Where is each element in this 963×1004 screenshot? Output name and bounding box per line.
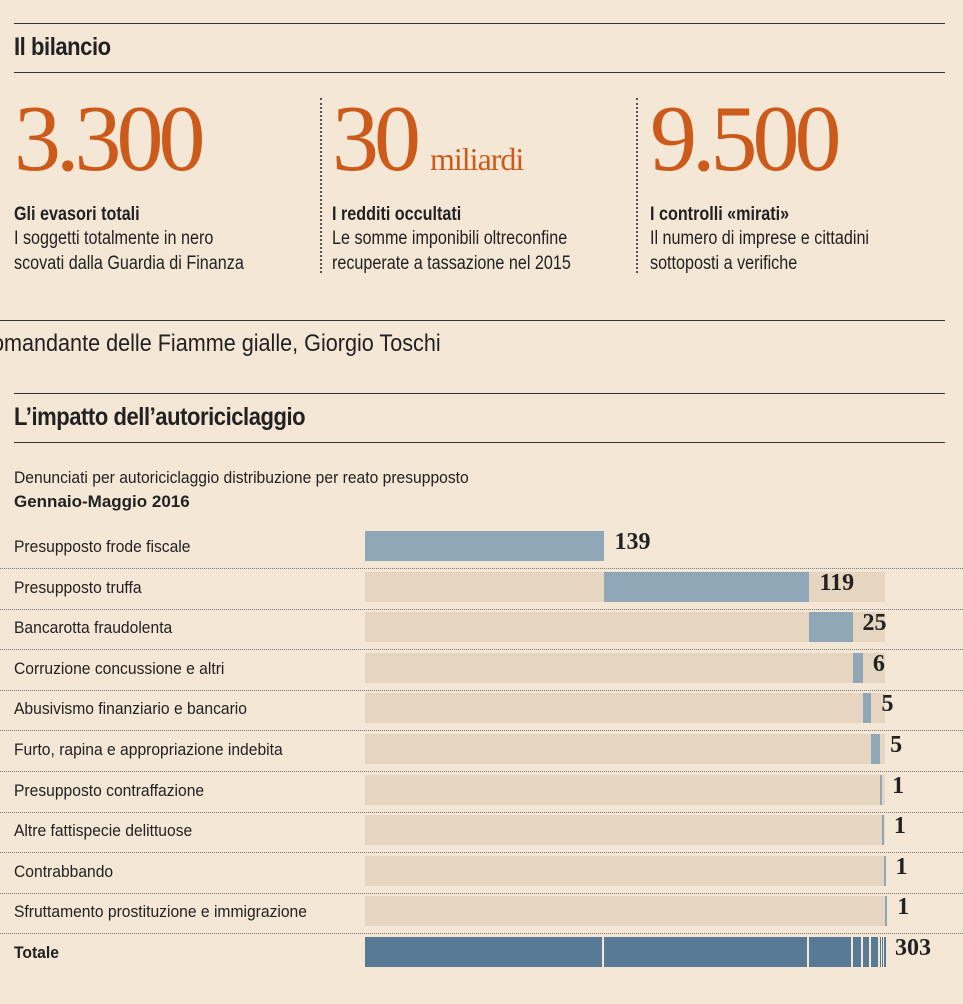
row-divider (0, 811, 963, 813)
value-label: 25 (862, 610, 887, 637)
row-divider (0, 568, 963, 569)
stat-value: 30 (332, 87, 421, 191)
stat-controlli: 9.500 I controlli «mirati» Il numero di … (650, 92, 950, 276)
value-label: 119 (819, 569, 855, 596)
photo-caption: omandante delle Fiamme gialle, Giorgio T… (0, 330, 441, 357)
value-label: 139 (614, 529, 651, 555)
bar-track (365, 734, 885, 764)
stat-evasori: 3.300 Gli evasori totali I soggetti tota… (14, 92, 314, 276)
stat-title: I redditi occultati (332, 204, 462, 225)
category-label: Presupposto contraffazione (14, 780, 205, 800)
category-label: Contrabbando (14, 861, 114, 881)
bar-track (365, 693, 885, 724)
bar-track (365, 815, 885, 846)
category-label: Furto, rapina e appropriazione indebita (14, 740, 283, 759)
total-bar (365, 937, 889, 967)
total-segment (871, 937, 881, 967)
row-divider (0, 730, 963, 732)
category-label: Corruzione concussione e altri (14, 658, 225, 678)
chart-row: Abusivismo finanziario e bancario 5 (0, 689, 963, 732)
chart-row: Presupposto truffa 119 (0, 568, 963, 610)
value-label: 5 (881, 691, 894, 718)
chart-row: Contrabbando 1 (0, 852, 963, 894)
category-label: Presupposto truffa (14, 577, 142, 597)
value-label: 5 (890, 732, 903, 758)
stat-title: I controlli «mirati» (650, 204, 790, 225)
chart-row: Furto, rapina e appropriazione indebita 5 (0, 730, 963, 772)
chart-row: Bancarotta fraudolenta 25 (0, 608, 963, 651)
stat-desc: scovati dalla Guardia di Finanza (14, 253, 244, 274)
category-label: Sfruttamento prostituzione e immigrazion… (14, 902, 307, 922)
value-label: 1 (893, 813, 906, 840)
value-label: 6 (872, 650, 885, 677)
row-divider (0, 933, 963, 935)
chart-row: Sfruttamento prostituzione e immigrazion… (0, 892, 963, 935)
bar (880, 774, 883, 805)
bar (871, 734, 881, 764)
row-divider (0, 852, 963, 854)
total-segment (604, 937, 810, 967)
stat-desc: recuperate a tassazione nel 2015 (332, 253, 571, 274)
chart-period: Gennaio-Maggio 2016 (14, 492, 190, 511)
bar (883, 855, 886, 886)
total-segment (809, 937, 853, 967)
row-divider (0, 608, 963, 610)
bar (604, 571, 810, 602)
category-label: Abusivismo finanziario e bancario (14, 699, 247, 719)
chart-row: Presupposto frode fiscale 139 (0, 527, 963, 569)
bar (862, 693, 872, 724)
bar-track (365, 652, 885, 683)
value-label: 1 (892, 772, 905, 799)
bar-track (365, 612, 885, 643)
divider (14, 393, 945, 394)
total-segment (862, 937, 872, 967)
row-divider (0, 892, 963, 894)
bar (885, 896, 888, 927)
value-label: 1 (895, 853, 908, 880)
row-divider (0, 689, 963, 691)
stat-desc: I soggetti totalmente in nero (14, 228, 214, 249)
chart-row: Presupposto contraffazione 1 (0, 771, 963, 813)
bar (365, 531, 605, 561)
bar-track (365, 896, 885, 927)
total-value: 303 (895, 935, 931, 961)
bar-track (365, 774, 885, 805)
stat-redditi: 30 miliardi I redditi occultati Le somme … (332, 92, 632, 276)
bar (809, 612, 853, 643)
divider (14, 23, 945, 24)
bar (881, 815, 884, 846)
stat-desc: sottoposti a verifiche (650, 253, 798, 274)
stat-desc: Le somme imponibili oltreconfine (332, 228, 568, 249)
category-label: Altre fattispecie delittuose (14, 821, 193, 841)
chart-title: L’impatto dell’autoriciclaggio (14, 403, 306, 431)
total-label: Totale (14, 943, 59, 962)
total-segment (852, 937, 863, 967)
chart-row: Corruzione concussione e altri 6 (0, 649, 963, 691)
divider (14, 442, 945, 443)
value-label: 1 (897, 894, 910, 921)
section-title-bilancio: Il bilancio (14, 33, 111, 61)
stat-value: 9.500 (650, 87, 841, 191)
separator (636, 98, 638, 273)
stat-title: Gli evasori totali (14, 204, 140, 225)
bar-track (365, 855, 885, 886)
row-divider (0, 649, 963, 651)
chart-row: Altre fattispecie delittuose 1 (0, 811, 963, 854)
bar (852, 652, 863, 683)
category-label: Bancarotta fraudolenta (14, 618, 173, 638)
row-divider (0, 771, 963, 772)
category-label: Presupposto frode fiscale (14, 537, 191, 556)
total-segment (365, 937, 605, 967)
stat-unit: miliardi (430, 141, 524, 177)
stat-desc: Il numero di imprese e cittadini (650, 228, 870, 249)
stat-value: 3.300 (14, 87, 205, 191)
divider (14, 72, 945, 73)
total-segment (885, 937, 889, 967)
total-row: Totale 303 (0, 933, 963, 973)
separator (320, 98, 322, 273)
chart-subtitle: Denunciati per autoriciclaggio distribuz… (14, 468, 469, 487)
divider (0, 320, 945, 321)
